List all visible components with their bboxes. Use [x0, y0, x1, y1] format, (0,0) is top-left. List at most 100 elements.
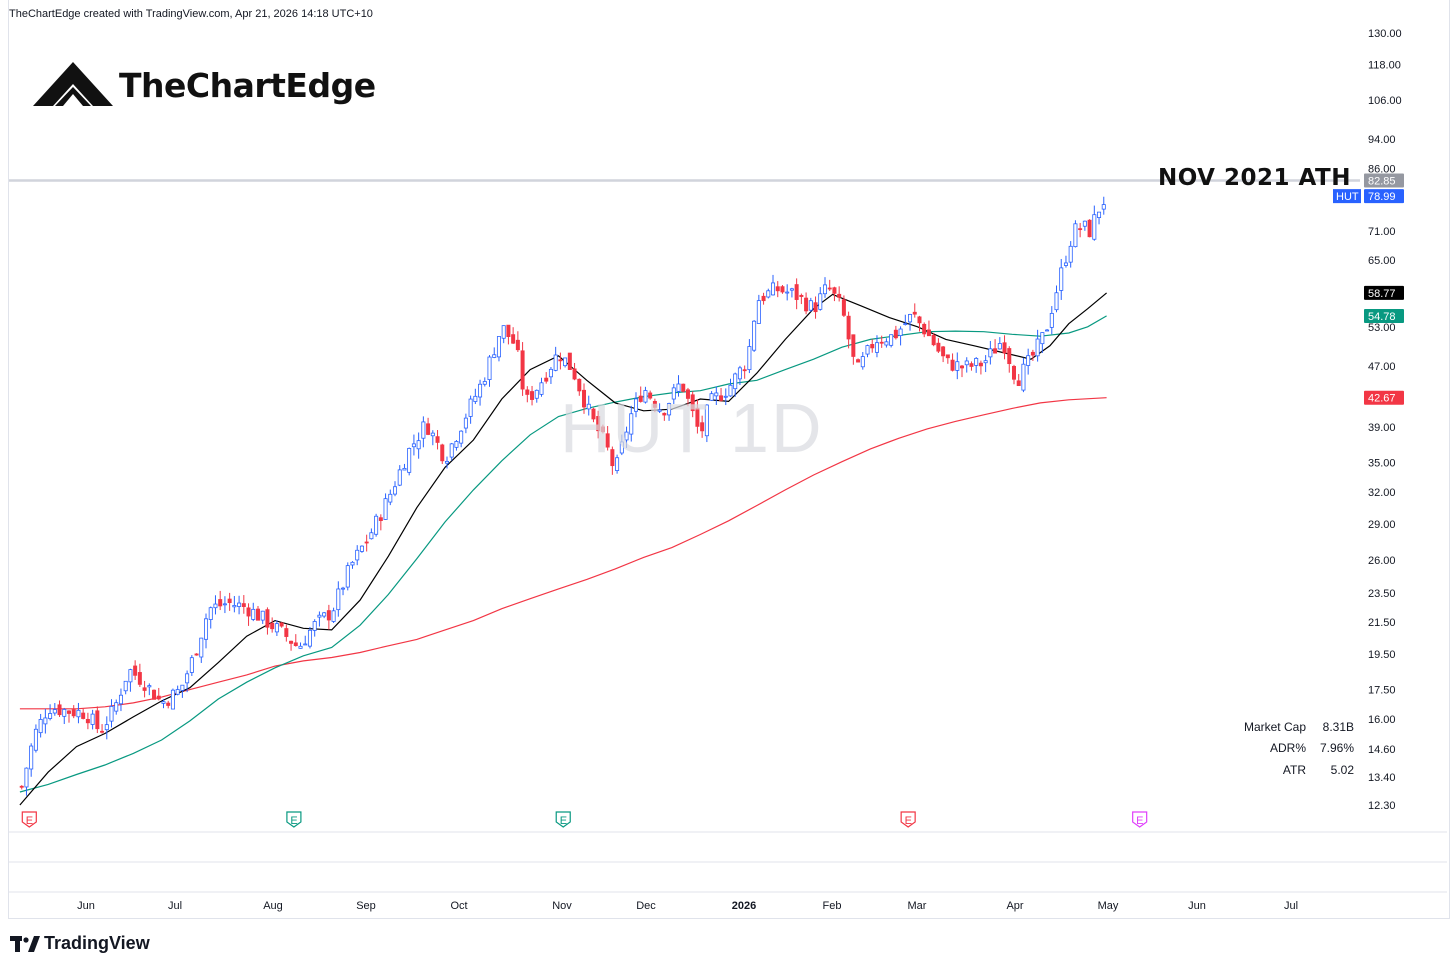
candle	[955, 352, 960, 380]
candle-body	[511, 334, 516, 344]
price-label-ath: 82.85	[1364, 173, 1404, 188]
candle-body	[29, 745, 34, 770]
candle	[501, 325, 506, 344]
stat-row-adr: ADR% 7.96%	[1236, 738, 1354, 760]
candle	[893, 325, 898, 340]
stat-value: 5.02	[1330, 762, 1354, 777]
candle-body	[978, 362, 983, 367]
ma-short-line	[19, 292, 1107, 806]
candle	[152, 689, 157, 700]
candle	[246, 603, 251, 626]
candle-body	[709, 393, 714, 401]
candle	[624, 426, 629, 449]
candle-body	[237, 602, 242, 607]
candle	[48, 704, 53, 721]
candle	[208, 606, 213, 629]
candle	[657, 403, 662, 414]
candle	[345, 562, 350, 591]
candle-body	[1054, 292, 1059, 311]
candle-body	[945, 354, 950, 359]
candle-body	[364, 541, 369, 544]
candle	[336, 581, 341, 617]
candle	[1054, 285, 1059, 313]
candle-body	[846, 315, 851, 340]
candle-body	[955, 361, 960, 371]
candle	[648, 390, 653, 400]
candle	[142, 680, 147, 698]
candle-body	[123, 680, 128, 692]
candle-body	[704, 404, 709, 437]
candle	[1045, 328, 1050, 332]
candle-body	[199, 637, 204, 658]
price-label-ma_long: 42.67	[1364, 390, 1404, 405]
candle	[468, 395, 473, 424]
candle-body	[515, 339, 520, 351]
candle	[903, 314, 908, 326]
candle-body	[662, 412, 667, 416]
candle	[71, 705, 76, 719]
candle	[638, 386, 643, 403]
candle	[1078, 222, 1083, 238]
candle-body	[922, 323, 927, 335]
candle-body	[487, 356, 492, 380]
candle-body	[166, 702, 171, 706]
candle-body	[1016, 380, 1021, 387]
candle	[563, 357, 568, 368]
candle-body	[974, 358, 979, 366]
candle	[1068, 241, 1073, 268]
candle	[270, 617, 275, 633]
candle	[180, 684, 185, 698]
candle	[837, 286, 842, 302]
tradingview-footer[interactable]: TradingView	[10, 933, 150, 954]
candle	[506, 324, 511, 345]
candle-body	[62, 709, 67, 717]
tradingview-logo-icon	[10, 935, 40, 952]
candle-body	[898, 328, 903, 336]
chart-frame[interactable]	[8, 0, 1450, 919]
candle	[440, 443, 445, 465]
candle-body	[454, 441, 459, 448]
candle	[775, 281, 780, 298]
candle	[983, 355, 988, 373]
candle	[322, 611, 327, 619]
candle	[156, 687, 161, 701]
candle	[676, 375, 681, 397]
candle	[38, 713, 43, 738]
candle	[808, 297, 813, 312]
chart-header: TheChartEdge created with TradingView.co…	[9, 8, 373, 20]
earnings-letter: E	[1136, 815, 1143, 827]
candle-body	[685, 389, 690, 399]
y-tick-label: 86.00	[1368, 163, 1396, 175]
candle-body	[822, 284, 827, 295]
candle	[459, 430, 464, 448]
candle	[444, 456, 449, 469]
candle-body	[1007, 348, 1012, 365]
candle	[350, 561, 355, 569]
candle	[936, 338, 941, 354]
candle	[799, 293, 804, 305]
candle-body	[804, 297, 809, 312]
candle-body	[1045, 329, 1050, 332]
candle-body	[66, 710, 71, 714]
candle-body	[619, 441, 624, 454]
candle-body	[993, 348, 998, 354]
candle-body	[326, 610, 331, 621]
y-tick-label: 12.30	[1368, 800, 1396, 812]
stats-table: Market Cap 8.31B ADR% 7.96% ATR 5.02	[1236, 716, 1354, 781]
candle	[123, 680, 128, 695]
x-month-label: Jul	[168, 900, 182, 912]
candle	[530, 385, 535, 406]
candle	[478, 379, 483, 406]
candle-body	[591, 408, 596, 420]
candle	[326, 604, 331, 630]
candle-body	[180, 684, 185, 691]
candle-body	[1068, 245, 1073, 263]
candle-body	[889, 334, 894, 346]
candle	[128, 668, 133, 692]
candle-body	[1030, 351, 1035, 356]
candle-body	[142, 687, 147, 691]
candle-body	[917, 316, 922, 324]
candle	[908, 313, 913, 331]
candle	[1016, 374, 1021, 387]
